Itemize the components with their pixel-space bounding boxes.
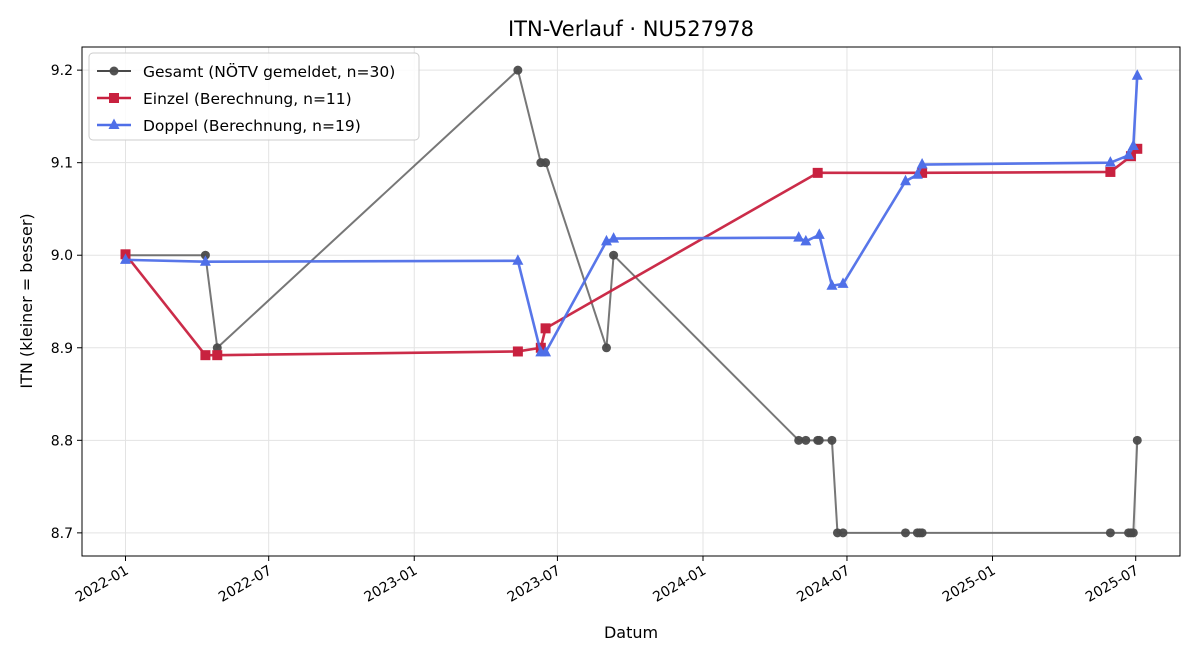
data-point bbox=[900, 174, 911, 186]
data-point bbox=[917, 167, 928, 178]
data-point bbox=[541, 158, 551, 168]
x-tick-label: 2025-07 bbox=[1083, 563, 1142, 606]
data-point bbox=[793, 231, 805, 242]
legend-item: Doppel (Berechnung, n=19) bbox=[97, 117, 361, 135]
x-tick-label: 2023-01 bbox=[362, 563, 421, 606]
data-point bbox=[801, 435, 811, 445]
data-point bbox=[794, 435, 804, 445]
data-point bbox=[1127, 139, 1139, 151]
data-point bbox=[1105, 166, 1116, 177]
data-point bbox=[609, 250, 619, 260]
chart-title: ITN-Verlauf · NU527978 bbox=[508, 17, 754, 41]
legend-item: Gesamt (NÖTV gemeldet, n=30) bbox=[97, 62, 395, 81]
data-point bbox=[917, 528, 927, 538]
data-point bbox=[601, 343, 611, 353]
data-point bbox=[812, 167, 823, 178]
data-point bbox=[120, 253, 132, 264]
x-axis-label: Datum bbox=[604, 623, 658, 642]
legend-marker bbox=[109, 93, 119, 103]
data-point bbox=[1105, 528, 1115, 538]
legend-marker bbox=[109, 66, 119, 76]
data-point bbox=[837, 277, 849, 288]
data-point bbox=[512, 254, 524, 265]
data-point bbox=[1104, 156, 1116, 167]
x-tick-label: 2023-07 bbox=[505, 563, 564, 606]
data-point bbox=[199, 255, 211, 266]
data-point bbox=[826, 279, 838, 290]
data-point bbox=[911, 168, 923, 179]
data-point bbox=[200, 350, 211, 361]
data-point bbox=[540, 345, 552, 357]
data-point bbox=[800, 234, 812, 246]
legend-marker bbox=[108, 118, 120, 129]
legend-box bbox=[88, 52, 420, 141]
data-point bbox=[512, 346, 523, 357]
plot-frame bbox=[81, 46, 1181, 557]
series-3 bbox=[120, 69, 1143, 357]
x-tick-label: 2024-01 bbox=[650, 563, 709, 606]
legend-item: Einzel (Berechnung, n=11) bbox=[97, 90, 352, 108]
data-point bbox=[212, 350, 223, 361]
data-point bbox=[1128, 528, 1138, 538]
data-point bbox=[901, 528, 910, 538]
x-tick-label: 2022-07 bbox=[216, 563, 275, 606]
x-tick-label: 2024-07 bbox=[794, 563, 853, 606]
y-tick-label: 8.7 bbox=[51, 526, 73, 542]
y-tick-label: 8.9 bbox=[51, 341, 73, 357]
legend-label: Einzel (Berechnung, n=11) bbox=[143, 90, 352, 108]
data-point bbox=[916, 158, 928, 169]
x-tick-label: 2022-01 bbox=[73, 563, 132, 606]
data-point bbox=[1131, 69, 1143, 80]
data-point bbox=[600, 234, 612, 246]
series-2 bbox=[120, 143, 1143, 361]
data-point bbox=[212, 343, 222, 353]
data-point bbox=[838, 528, 848, 538]
y-tick-label: 9.2 bbox=[51, 63, 73, 79]
legend-label: Gesamt (NÖTV gemeldet, n=30) bbox=[143, 62, 395, 81]
x-tick-label: 2025-01 bbox=[940, 563, 999, 606]
legend: Gesamt (NÖTV gemeldet, n=30) Einzel (Bere… bbox=[88, 52, 420, 141]
series-layer bbox=[120, 65, 1143, 538]
series-line bbox=[124, 147, 1139, 357]
series-1 bbox=[121, 65, 1142, 538]
y-tick-label: 9.1 bbox=[51, 156, 73, 172]
y-tick-label: 8.8 bbox=[51, 433, 73, 449]
data-point bbox=[540, 323, 551, 334]
data-point bbox=[1132, 435, 1142, 445]
data-point bbox=[813, 228, 825, 239]
data-point bbox=[814, 435, 824, 445]
y-tick-label: 9.0 bbox=[51, 248, 73, 264]
data-point bbox=[513, 65, 523, 75]
data-point bbox=[608, 232, 620, 243]
ticks: 2022-01 2022-07 2023-01 2023-07 2024-01 2024-… bbox=[51, 63, 1142, 606]
data-point bbox=[1123, 148, 1135, 160]
legend-label: Doppel (Berechnung, n=19) bbox=[143, 117, 361, 135]
data-point bbox=[827, 435, 837, 445]
y-axis-label: ITN (kleiner = besser) bbox=[17, 213, 36, 388]
